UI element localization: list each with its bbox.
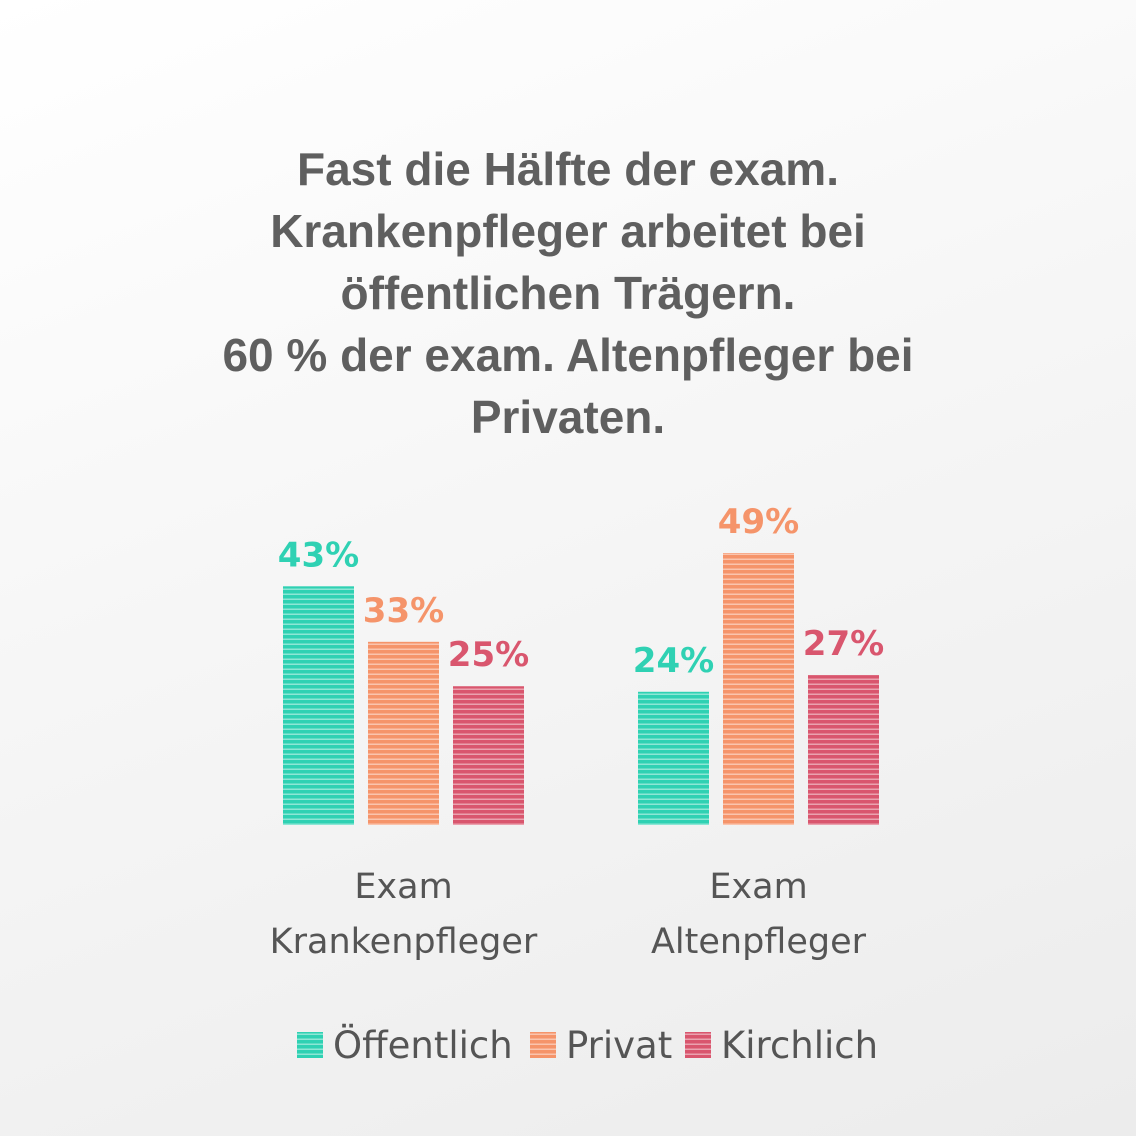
bar <box>808 675 879 825</box>
category-label: Exam <box>709 867 807 907</box>
title-line: öffentlichen Trägern. <box>340 267 796 319</box>
data-label: 24% <box>633 641 714 681</box>
title-line: 60 % der exam. Altenpfleger bei <box>222 329 914 381</box>
bar-group: 43%33%25% Exam Krankenpfleger <box>270 535 538 962</box>
bar <box>453 686 524 825</box>
data-label: 49% <box>718 502 799 542</box>
bar <box>723 553 794 825</box>
category-label: Exam <box>354 867 452 907</box>
legend-swatch <box>685 1032 711 1058</box>
legend-item: Privat <box>530 1024 672 1067</box>
category-label: Krankenpfleger <box>270 922 538 962</box>
title-line: Krankenpfleger arbeitet bei <box>270 205 866 257</box>
legend-item: Kirchlich <box>685 1024 878 1067</box>
legend: Öffentlich Privat Kirchlich <box>297 1024 878 1067</box>
title-line: Fast die Hälfte der exam. <box>297 143 839 195</box>
legend-swatch <box>297 1032 323 1058</box>
chart-title: Fast die Hälfte der exam. Krankenpfleger… <box>118 138 1018 448</box>
legend-label: Kirchlich <box>721 1024 878 1067</box>
data-label: 25% <box>448 635 529 675</box>
legend-swatch <box>530 1032 556 1058</box>
bar <box>368 641 439 825</box>
legend-label: Öffentlich <box>333 1024 513 1067</box>
bar <box>283 586 354 825</box>
category-label: Altenpfleger <box>651 922 867 962</box>
bar <box>638 691 709 825</box>
title-line: Privaten. <box>470 391 666 443</box>
legend-label: Privat <box>566 1024 672 1067</box>
legend-item: Öffentlich <box>297 1024 513 1067</box>
data-label: 27% <box>803 624 884 664</box>
data-label: 43% <box>278 535 359 575</box>
data-label: 33% <box>363 591 444 631</box>
bar-group: 24% 49% 27% Exam Altenpfleger <box>633 502 884 962</box>
